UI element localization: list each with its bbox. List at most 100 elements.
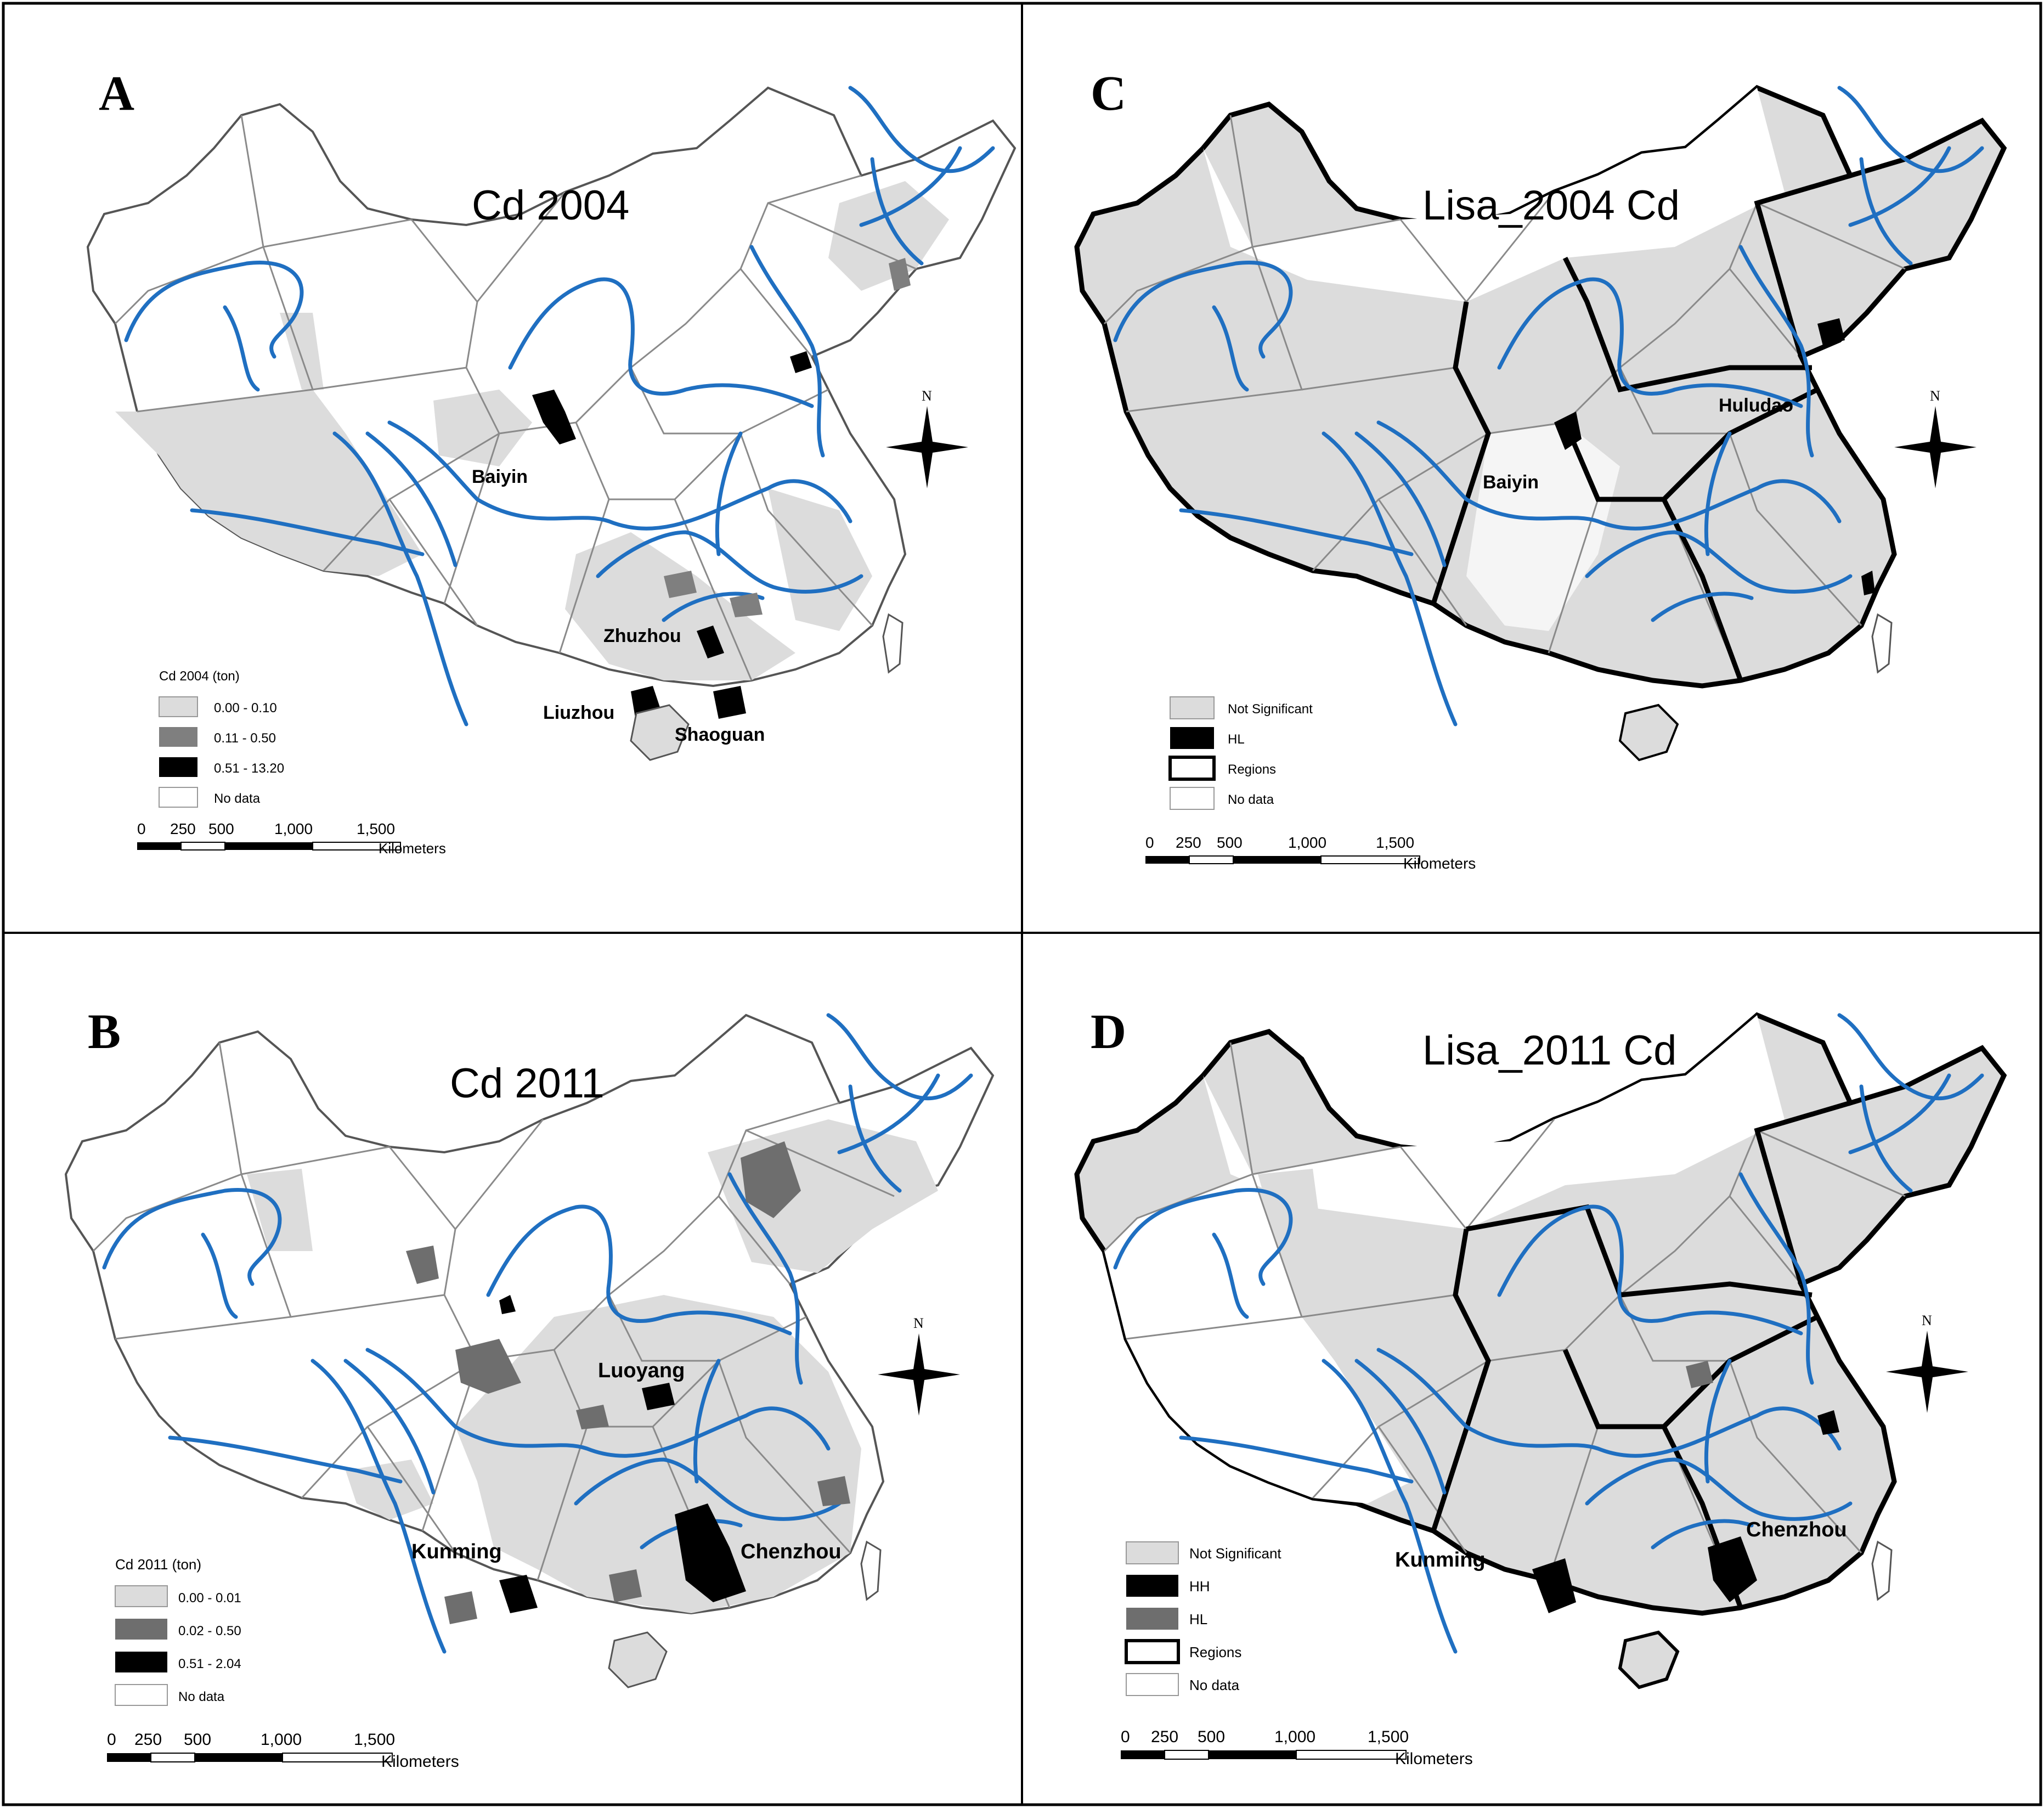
svg-text:1,000: 1,000 (1274, 1728, 1315, 1746)
region-medium-ne (741, 1141, 801, 1218)
region-hl-center (1686, 1361, 1713, 1388)
region-huludao-hl (1817, 318, 1845, 346)
svg-text:Kilometers: Kilometers (381, 1753, 459, 1771)
svg-text:N: N (1922, 1313, 1932, 1328)
city-label-zhuzhou: Zhuzhou (603, 626, 681, 646)
region-medium-4 (609, 1569, 642, 1602)
north-arrow: N (878, 1315, 960, 1416)
svg-text:1,500: 1,500 (354, 1731, 395, 1749)
svg-text:0: 0 (1121, 1728, 1130, 1746)
map-title: Cd 2004 (472, 182, 629, 229)
map-title: Lisa_2004 Cd (1422, 182, 1680, 229)
svg-text:500: 500 (1198, 1728, 1225, 1746)
svg-text:1,500: 1,500 (357, 820, 395, 837)
region-baiyin-hl (1554, 412, 1582, 450)
region-medium-1 (455, 1339, 521, 1394)
city-label-liuzhou: Liuzhou (543, 702, 614, 723)
panel-letter: C (1091, 66, 1126, 121)
panel-letter: D (1091, 1005, 1126, 1059)
legend: Cd 2011 (ton) 0.00 - 0.01 0.02 - 0.50 0.… (115, 1556, 241, 1706)
panel-b: B Cd 2011 Luoyang Kunming Chenzhou (65, 1005, 994, 1771)
region-nodata-south (1466, 423, 1620, 631)
region-medium-3 (444, 1591, 477, 1624)
region-light-east (455, 1295, 861, 1613)
svg-text:500: 500 (208, 820, 234, 837)
svg-text:HL: HL (1228, 732, 1245, 747)
region-center-lightfill (433, 390, 532, 466)
region-west-lightfill (115, 390, 422, 576)
city-label-baiyin: Baiyin (1483, 472, 1539, 493)
region-border-line-5 (1431, 1229, 1491, 1532)
region-medium-nw (406, 1246, 439, 1284)
panel-c: C Lisa_2004 Cd Huludao Baiyin N (1077, 66, 2004, 872)
svg-text:Regions: Regions (1189, 1644, 1241, 1660)
city-label-baiyin: Baiyin (472, 466, 528, 487)
region-chenzhou-hh (1708, 1536, 1757, 1602)
svg-text:No data: No data (1189, 1677, 1240, 1693)
scale-bar: 0 250 500 1,000 1,500 Kilometers (107, 1731, 459, 1771)
svg-text:HL: HL (1189, 1611, 1207, 1627)
region-hh-east (1817, 1410, 1839, 1435)
svg-text:1,000: 1,000 (261, 1731, 302, 1749)
region-medium-2 (576, 1405, 609, 1429)
svg-text:Kilometers: Kilometers (1395, 1750, 1473, 1768)
china-map (87, 88, 1016, 761)
region-border-line-3 (1661, 498, 1743, 681)
panel-a: A Cd 2004 Baiyin Zhuzhou Liuzhou Shao (87, 66, 1016, 857)
north-arrow: N (1886, 1313, 1968, 1413)
region-light-tibet (1126, 1317, 1411, 1503)
svg-text:Kilometers: Kilometers (379, 840, 446, 857)
svg-text:500: 500 (1217, 834, 1243, 851)
city-label-kunming: Kunming (1395, 1548, 1486, 1572)
scale-bar: 0 250 500 1,000 1,500 Kilometers (137, 820, 446, 857)
svg-text:HH: HH (1189, 1578, 1210, 1595)
region-east-lightfill (768, 488, 872, 631)
svg-text:No data: No data (214, 791, 261, 806)
panel-letter: B (88, 1005, 121, 1059)
svg-text:Not Significant: Not Significant (1189, 1545, 1281, 1562)
region-border-line-4 (1754, 1100, 1851, 1285)
region-hl-east (1861, 571, 1875, 595)
region-baiyin-high (532, 390, 576, 444)
scale-bar: 0 250 500 1,000 1,500 Kilometers (1145, 834, 1476, 872)
svg-text:250: 250 (134, 1731, 162, 1749)
city-label-kunming: Kunming (411, 1540, 502, 1563)
region-medium-1 (889, 258, 911, 291)
region-medium-5 (817, 1476, 850, 1506)
map-title: Cd 2011 (450, 1060, 605, 1107)
svg-text:No data: No data (178, 1689, 225, 1704)
svg-text:0.51 - 2.04: 0.51 - 2.04 (178, 1657, 241, 1671)
svg-text:Kilometers: Kilometers (1403, 855, 1476, 872)
region-kunming-high (499, 1575, 538, 1613)
scale-bar: 0 250 500 1,000 1,500 Kilometers (1121, 1728, 1473, 1768)
legend-title: Cd 2004 (ton) (159, 669, 240, 684)
region-nodata-north (1203, 1015, 1785, 1229)
svg-text:0.00 - 0.10: 0.00 - 0.10 (214, 701, 277, 716)
region-shaoguan-high (713, 686, 746, 719)
region-medium-2 (664, 571, 697, 598)
svg-text:No data: No data (1228, 792, 1274, 807)
region-border-line-4 (1754, 173, 1851, 358)
legend: Not Significant HH HL Regions No data (1125, 1541, 1281, 1696)
svg-text:0.02 - 0.50: 0.02 - 0.50 (178, 1624, 241, 1638)
region-high-northeast (790, 351, 812, 373)
region-medium-3 (730, 593, 763, 617)
region-northwest-lightfill (280, 313, 324, 390)
svg-text:0.11 - 0.50: 0.11 - 0.50 (214, 731, 276, 746)
svg-text:N: N (922, 388, 932, 404)
north-arrow: N (1894, 388, 1977, 488)
svg-text:0: 0 (1145, 834, 1154, 851)
region-border-line-5 (1431, 301, 1491, 605)
legend: Not Significant HL Regions No data (1168, 696, 1313, 810)
legend: Cd 2004 (ton) 0.00 - 0.10 0.11 - 0.50 0.… (159, 669, 284, 808)
svg-text:0: 0 (107, 1731, 116, 1749)
city-label-luoyang: Luoyang (598, 1359, 685, 1382)
city-label-chenzhou: Chenzhou (741, 1540, 842, 1563)
region-zhuzhou-high (697, 626, 724, 658)
svg-text:0.00 - 0.01: 0.00 - 0.01 (178, 1591, 241, 1606)
svg-text:500: 500 (184, 1731, 211, 1749)
svg-text:1,500: 1,500 (1376, 834, 1414, 851)
svg-text:0.51 - 13.20: 0.51 - 13.20 (214, 761, 284, 776)
region-luoyang-high (642, 1383, 675, 1410)
